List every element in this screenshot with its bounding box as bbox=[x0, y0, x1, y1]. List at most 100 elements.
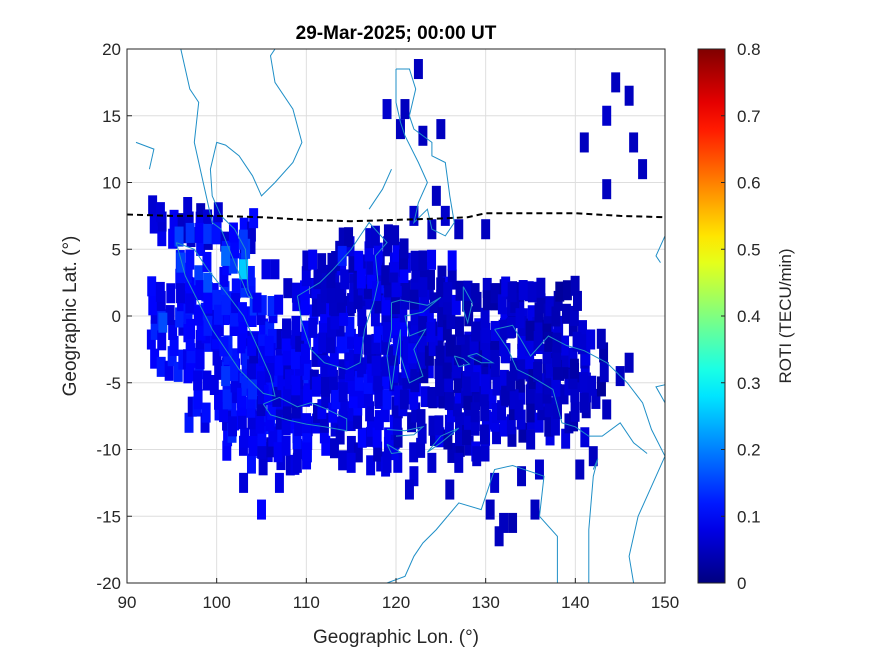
roti-cell bbox=[222, 389, 232, 410]
roti-cell bbox=[396, 119, 405, 140]
roti-cell bbox=[347, 293, 357, 314]
roti-cell bbox=[173, 361, 183, 382]
roti-cell bbox=[390, 318, 400, 339]
coastline bbox=[467, 352, 495, 364]
roti-cell bbox=[434, 333, 444, 354]
roti-cell bbox=[424, 358, 434, 379]
roti-cell bbox=[564, 413, 574, 434]
roti-cell bbox=[193, 370, 203, 391]
roti-cell bbox=[348, 388, 358, 409]
roti-cell bbox=[624, 352, 634, 373]
roti-cell bbox=[481, 219, 491, 240]
roti-cell bbox=[515, 308, 525, 329]
roti-cell bbox=[418, 277, 428, 298]
coastline bbox=[386, 296, 442, 390]
roti-cell bbox=[542, 343, 552, 364]
roti-cell bbox=[506, 414, 516, 435]
roti-cell bbox=[221, 294, 231, 315]
roti-cell bbox=[482, 277, 492, 298]
roti-cell bbox=[246, 221, 256, 242]
roti-cell bbox=[507, 316, 516, 337]
roti-cell bbox=[494, 526, 504, 547]
roti-cell bbox=[552, 332, 562, 353]
roti-cell bbox=[281, 415, 291, 436]
x-tick-label: 140 bbox=[561, 593, 589, 612]
roti-cell bbox=[264, 335, 274, 356]
roti-cell bbox=[186, 343, 196, 364]
roti-cell bbox=[381, 295, 391, 316]
roti-cell bbox=[481, 363, 491, 384]
roti-cell bbox=[413, 59, 423, 80]
roti-cell bbox=[228, 253, 238, 274]
roti-cell bbox=[480, 401, 490, 422]
roti-cell bbox=[402, 368, 412, 389]
coastline bbox=[386, 443, 402, 455]
roti-cell bbox=[311, 346, 321, 367]
roti-cell bbox=[586, 329, 596, 350]
roti-cell bbox=[312, 413, 322, 434]
roti-cell bbox=[473, 356, 483, 377]
colorbar-tick-label: 0.1 bbox=[737, 507, 761, 526]
roti-cell bbox=[248, 379, 258, 400]
roti-cell bbox=[455, 426, 464, 447]
roti-cell bbox=[463, 409, 473, 430]
roti-cell bbox=[602, 105, 612, 126]
x-tick-label: 110 bbox=[293, 593, 320, 612]
roti-cell bbox=[447, 250, 457, 271]
roti-cell bbox=[490, 357, 500, 378]
roti-cell bbox=[237, 333, 247, 354]
roti-cell bbox=[338, 399, 348, 420]
roti-cell bbox=[357, 427, 367, 448]
roti-cell bbox=[454, 316, 464, 337]
roti-cell bbox=[329, 346, 339, 367]
roti-cell bbox=[203, 223, 213, 244]
roti-cell bbox=[559, 384, 569, 405]
roti-cell bbox=[463, 375, 473, 396]
roti-cell bbox=[581, 345, 591, 366]
roti-cell bbox=[530, 499, 540, 520]
roti-cell bbox=[447, 442, 457, 463]
roti-cell bbox=[591, 388, 601, 409]
roti-cell bbox=[409, 442, 419, 463]
roti-cell bbox=[398, 249, 408, 270]
roti-cell bbox=[363, 278, 373, 299]
roti-cell bbox=[238, 229, 248, 250]
roti-cell bbox=[321, 435, 331, 456]
roti-cell bbox=[526, 383, 536, 404]
roti-cell bbox=[201, 402, 211, 423]
roti-cell bbox=[346, 452, 356, 473]
coastlines bbox=[135, 49, 665, 583]
roti-cell bbox=[570, 275, 580, 296]
roti-cell bbox=[410, 322, 420, 343]
roti-cell bbox=[381, 265, 391, 286]
roti-cell bbox=[257, 295, 267, 316]
roti-cell bbox=[416, 437, 426, 458]
roti-cell bbox=[169, 209, 179, 230]
roti-cell bbox=[320, 376, 330, 397]
roti-cell bbox=[537, 400, 547, 421]
coastline bbox=[135, 141, 155, 170]
roti-cell bbox=[249, 208, 259, 229]
roti-cell bbox=[265, 411, 275, 432]
roti-cell bbox=[337, 245, 347, 266]
roti-cell bbox=[393, 452, 403, 473]
roti-cell bbox=[283, 359, 293, 380]
roti-cell bbox=[411, 262, 421, 283]
roti-cell bbox=[442, 320, 452, 341]
y-tick-label: 20 bbox=[102, 40, 121, 59]
roti-cell bbox=[420, 289, 430, 310]
roti-cell bbox=[402, 336, 412, 357]
roti-cell bbox=[203, 272, 213, 293]
roti-cell bbox=[148, 295, 158, 316]
x-tick-label: 130 bbox=[471, 593, 499, 612]
roti-cell bbox=[392, 414, 402, 435]
roti-cell bbox=[437, 320, 447, 341]
roti-cell bbox=[267, 399, 277, 420]
roti-cell bbox=[329, 438, 339, 459]
roti-cell bbox=[588, 446, 598, 467]
x-tick-label: 120 bbox=[382, 593, 410, 612]
roti-cell bbox=[183, 262, 193, 283]
roti-cell bbox=[330, 296, 340, 317]
roti-cell bbox=[318, 332, 328, 353]
roti-cell bbox=[393, 398, 403, 419]
